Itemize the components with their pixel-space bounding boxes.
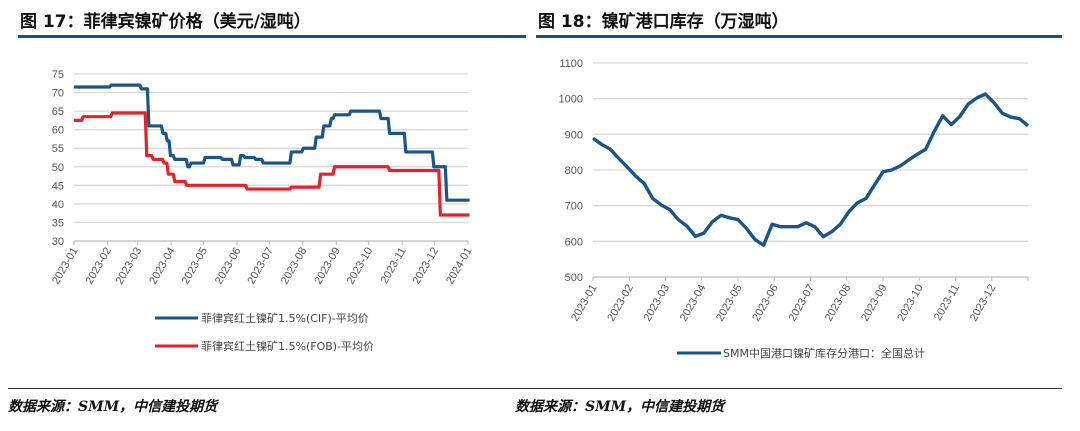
x-tick-label: 2023-03 <box>114 246 145 287</box>
x-tick-label: 2023-05 <box>180 246 211 287</box>
series-line-1 <box>74 111 470 217</box>
y-tick-label: 30 <box>52 236 64 248</box>
right-title-rule <box>536 35 1062 38</box>
left-footer-rule <box>8 388 526 389</box>
y-tick-label: 40 <box>52 199 64 211</box>
legend-label-fob: 菲律宾红土镍矿1.5%(FOB)-平均价 <box>201 339 374 353</box>
x-tick-label: 2023-07 <box>245 246 276 287</box>
x-tick-label: 2023-06 <box>750 283 781 324</box>
x-tick-label: 2023-09 <box>312 246 343 287</box>
y-tick-label: 1100 <box>559 58 583 70</box>
y-tick-label: 500 <box>565 272 583 284</box>
left-title-rule <box>18 35 526 38</box>
x-tick-label: 2023-10 <box>895 283 926 324</box>
y-tick-label: 70 <box>52 88 64 100</box>
y-tick-label: 900 <box>565 129 583 141</box>
x-tick-label: 2023-04 <box>678 283 709 324</box>
x-tick-label: 2023-08 <box>823 283 854 324</box>
y-tick-label: 35 <box>52 217 64 229</box>
x-tick-label: 2023-11 <box>932 283 962 323</box>
y-tick-label: 75 <box>52 69 64 81</box>
x-tick-label: 2023-02 <box>83 246 114 287</box>
x-tick-label: 2023-12 <box>968 283 999 324</box>
y-tick-label: 800 <box>565 165 583 177</box>
right-chart-title: 图 18：镍矿港口库存（万湿吨） <box>538 12 789 32</box>
right-legend: SMM中国港口镍矿库存分港口：全国总计 <box>677 346 925 360</box>
x-tick-label: 2023-09 <box>859 283 890 324</box>
y-tick-label: 600 <box>565 236 583 248</box>
x-tick-label: 2023-01 <box>50 246 81 287</box>
legend-label-cif: 菲律宾红土镍矿1.5%(CIF)-平均价 <box>201 311 369 325</box>
x-tick-label: 2023-12 <box>411 246 442 287</box>
x-tick-label: 2024-01 <box>444 246 475 287</box>
series-line-inventory <box>592 92 1030 247</box>
left-legend: 菲律宾红土镍矿1.5%(CIF)-平均价 菲律宾红土镍矿1.5%(FOB)-平均… <box>155 311 374 353</box>
x-tick-label: 2023-03 <box>642 283 673 324</box>
x-tick-label: 2023-11 <box>379 246 409 286</box>
y-tick-label: 45 <box>52 180 64 192</box>
x-tick-label: 2023-08 <box>279 246 310 287</box>
y-tick-label: 55 <box>52 143 64 155</box>
x-tick-label: 2023-05 <box>714 283 745 324</box>
y-tick-label: 700 <box>565 201 583 213</box>
y-tick-label: 65 <box>52 106 64 118</box>
y-tick-label: 60 <box>52 125 64 137</box>
y-tick-label: 50 <box>52 162 64 174</box>
legend-label-inventory: SMM中国港口镍矿库存分港口：全国总计 <box>723 346 925 360</box>
left-chart-title: 图 17：菲律宾镍矿价格（美元/湿吨） <box>20 12 311 32</box>
right-source: 数据来源：SMM，中信建投期货 <box>515 399 725 415</box>
x-tick-label: 2023-06 <box>213 246 244 287</box>
left-source: 数据来源：SMM，中信建投期货 <box>8 399 218 415</box>
x-tick-label: 2023-10 <box>345 246 376 287</box>
x-tick-label: 2023-07 <box>787 283 818 324</box>
y-tick-label: 1000 <box>559 94 583 106</box>
right-footer-rule <box>515 388 1062 389</box>
x-tick-label: 2023-02 <box>605 283 636 324</box>
series-line-0 <box>74 83 470 202</box>
x-tick-label: 2023-01 <box>569 283 600 324</box>
x-tick-label: 2023-04 <box>147 246 178 287</box>
